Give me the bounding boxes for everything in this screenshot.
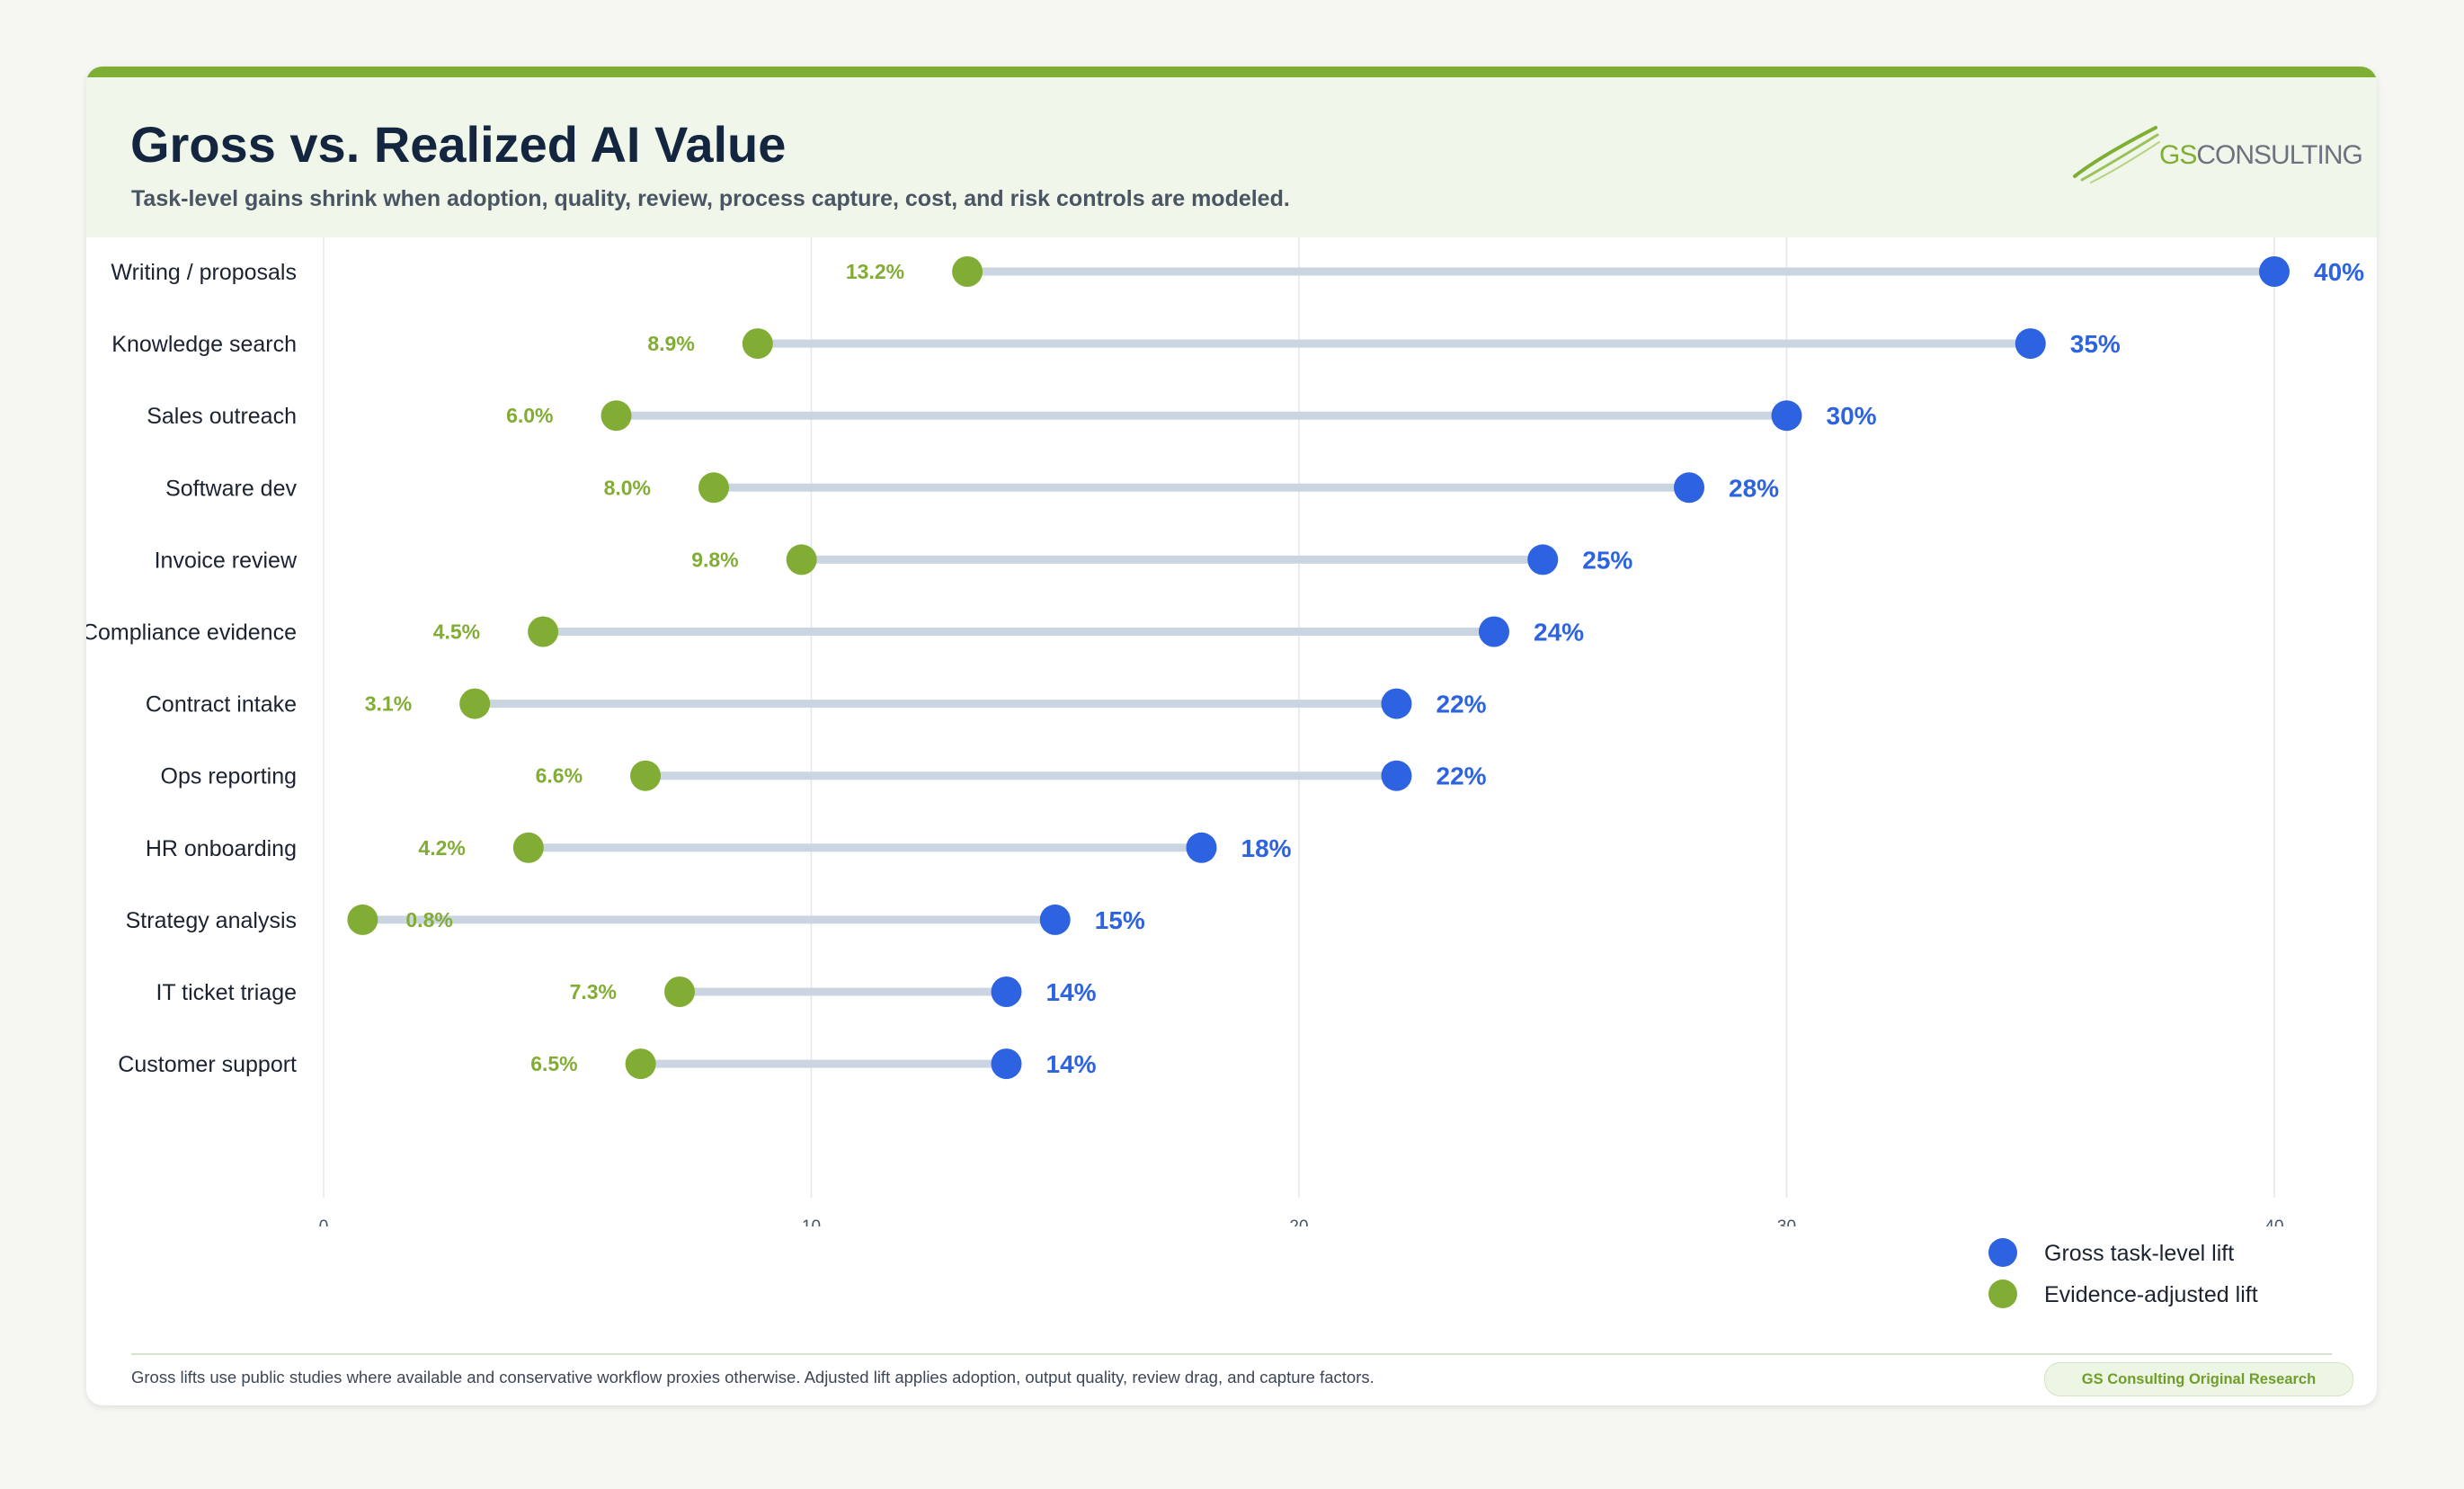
- category-label: Software dev: [165, 476, 297, 501]
- gross-value-label: 14%: [1046, 1050, 1097, 1078]
- gross-point: [1674, 472, 1704, 504]
- adjusted-value-label: 0.8%: [405, 908, 452, 932]
- adjusted-point: [528, 616, 559, 647]
- adjusted-value-label: 6.6%: [536, 764, 583, 788]
- page-title: Gross vs. Realized AI Value: [130, 116, 787, 173]
- legend-item-gross: Gross task-level lift: [1988, 1235, 2276, 1271]
- category-label: Compliance evidence: [86, 620, 297, 646]
- footnote: Gross lifts use public studies where ava…: [131, 1368, 1374, 1386]
- category-label: Knowledge search: [111, 332, 297, 357]
- adjusted-value-label: 8.0%: [604, 476, 651, 499]
- gross-value-label: 22%: [1437, 762, 1487, 790]
- category-label: Customer support: [118, 1052, 297, 1077]
- gross-value-label: 24%: [1534, 619, 1584, 646]
- gross-point: [991, 1048, 1022, 1080]
- gross-point: [1381, 688, 1412, 719]
- x-tick-label: 0: [319, 1217, 329, 1226]
- category-label: Sales outreach: [147, 404, 297, 429]
- adjusted-value-label: 3.1%: [365, 692, 412, 716]
- report-card: Gross vs. Realized AI Value Task-level g…: [86, 67, 2377, 1405]
- adjusted-value-label: 7.3%: [570, 980, 617, 1003]
- gross-value-label: 35%: [2070, 330, 2121, 358]
- gross-value-label: 22%: [1437, 691, 1487, 718]
- gross-point: [1186, 832, 1217, 863]
- adjusted-value-label: 9.8%: [691, 548, 738, 571]
- gross-point: [2015, 328, 2046, 360]
- adjusted-point: [742, 328, 773, 360]
- category-label: HR onboarding: [146, 836, 297, 861]
- logo-suffix: CONSULTING: [2196, 140, 2362, 170]
- x-tick-label: 20: [1289, 1217, 1308, 1226]
- research-badge: GS Consulting Original Research: [2044, 1362, 2353, 1396]
- gross-point: [1479, 616, 1509, 647]
- gross-point: [2259, 256, 2290, 287]
- gross-value-label: 14%: [1046, 978, 1097, 1006]
- gross-point: [1527, 544, 1559, 575]
- legend-label-adjusted: Evidence-adjusted lift: [2044, 1282, 2258, 1307]
- adjusted-point: [347, 904, 378, 935]
- adjusted-point: [952, 256, 983, 287]
- adjusted-value-label: 6.0%: [506, 404, 553, 427]
- dumbbell-chart: 010203040Productivity / time-saving lift…: [86, 237, 2364, 1226]
- gross-point: [1039, 904, 1071, 935]
- adjusted-value-label: 8.9%: [647, 332, 694, 355]
- adjusted-value-label: 13.2%: [846, 260, 904, 283]
- adjusted-point: [625, 1048, 656, 1080]
- accent-bar: [86, 67, 2377, 77]
- header: Gross vs. Realized AI Value Task-level g…: [86, 77, 2377, 237]
- gross-point: [1771, 400, 1802, 432]
- legend-swatch-adjusted: [1988, 1279, 2017, 1308]
- adjusted-point: [600, 400, 632, 432]
- footer-divider: [131, 1353, 2332, 1355]
- logo-prefix: GS: [2159, 140, 2197, 170]
- x-tick-label: 10: [802, 1217, 821, 1226]
- adjusted-value-label: 6.5%: [530, 1052, 577, 1075]
- gross-value-label: 30%: [1827, 402, 1877, 430]
- adjusted-point: [512, 832, 544, 863]
- category-label: Writing / proposals: [111, 260, 297, 285]
- gross-value-label: 40%: [2314, 258, 2364, 286]
- category-label: Strategy analysis: [126, 908, 297, 933]
- category-label: Ops reporting: [161, 764, 297, 789]
- legend-swatch-gross: [1988, 1238, 2017, 1267]
- legend-label-gross: Gross task-level lift: [2044, 1241, 2235, 1266]
- category-label: IT ticket triage: [156, 980, 297, 1005]
- adjusted-point: [786, 544, 817, 575]
- x-tick-label: 30: [1777, 1217, 1796, 1226]
- gross-value-label: 18%: [1241, 834, 1292, 862]
- gs-consulting-logo: GSCONSULTING: [2073, 113, 2363, 185]
- logo-wordmark: GSCONSULTING: [2159, 140, 2363, 171]
- category-label: Invoice review: [155, 548, 298, 573]
- gross-value-label: 25%: [1582, 546, 1632, 574]
- adjusted-point: [698, 472, 729, 504]
- x-tick-label: 40: [2264, 1217, 2283, 1226]
- gross-value-label: 15%: [1095, 906, 1145, 934]
- category-label: Contract intake: [146, 692, 297, 718]
- adjusted-point: [459, 688, 491, 719]
- gross-value-label: 28%: [1729, 474, 1779, 502]
- adjusted-value-label: 4.2%: [418, 836, 465, 860]
- gross-point: [991, 976, 1022, 1007]
- adjusted-value-label: 4.5%: [433, 620, 480, 644]
- swoosh-icon: [2073, 126, 2160, 183]
- adjusted-point: [664, 976, 696, 1007]
- adjusted-point: [630, 760, 662, 791]
- page-subtitle: Task-level gains shrink when adoption, q…: [131, 186, 1290, 211]
- gross-point: [1381, 760, 1412, 791]
- legend-item-adjusted: Evidence-adjusted lift: [1988, 1277, 2276, 1313]
